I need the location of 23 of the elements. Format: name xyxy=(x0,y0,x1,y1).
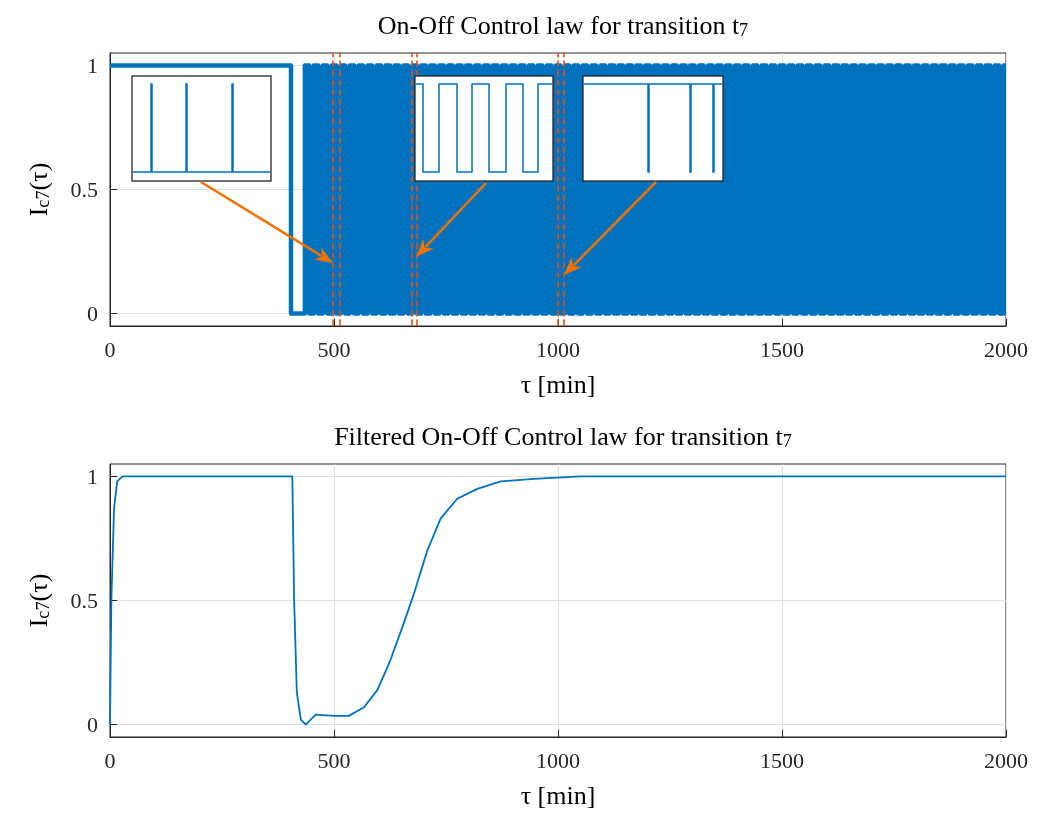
y-tick-label: 0 xyxy=(87,712,98,738)
x-axis-title: τ [min] xyxy=(520,369,596,399)
y-tick-label: 0 xyxy=(87,301,98,327)
x-tick-label: 2000 xyxy=(984,336,1028,362)
x-tick-label: 1000 xyxy=(536,747,580,773)
chart-title: Filtered On-Off Control law for transition t7 xyxy=(334,422,792,452)
line-series xyxy=(109,475,1007,726)
y-axis-title: Ic7(τ) xyxy=(23,573,53,628)
x-tick-label: 2000 xyxy=(984,747,1028,773)
chart-title: On-Off Control law for transition t7 xyxy=(377,11,749,41)
x-tick-label: 500 xyxy=(317,336,351,362)
x-tick-label: 1500 xyxy=(760,747,804,773)
y-tick-label: 0.5 xyxy=(70,588,98,613)
x-tick-label: 500 xyxy=(317,747,351,773)
x-tick-label: 0 xyxy=(104,747,116,773)
x-axis-title: τ [min] xyxy=(520,780,596,810)
x-tick-label: 0 xyxy=(104,336,116,362)
y-tick-label: 1 xyxy=(87,52,98,78)
x-tick-label: 1000 xyxy=(536,336,580,362)
y-axis-title: Ic7(τ) xyxy=(23,162,53,217)
y-tick-label: 1 xyxy=(87,463,98,489)
x-tick-label: 1500 xyxy=(760,336,804,362)
y-tick-label: 0.5 xyxy=(70,177,98,202)
